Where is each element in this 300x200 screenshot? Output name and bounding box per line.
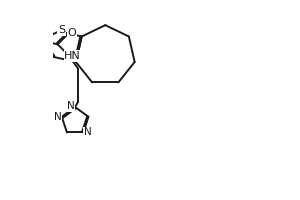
Text: N: N: [67, 101, 75, 111]
Text: N: N: [54, 112, 61, 122]
Text: N: N: [84, 127, 92, 137]
Text: O: O: [68, 28, 76, 38]
Text: S: S: [58, 25, 65, 35]
Text: HN: HN: [64, 51, 81, 61]
